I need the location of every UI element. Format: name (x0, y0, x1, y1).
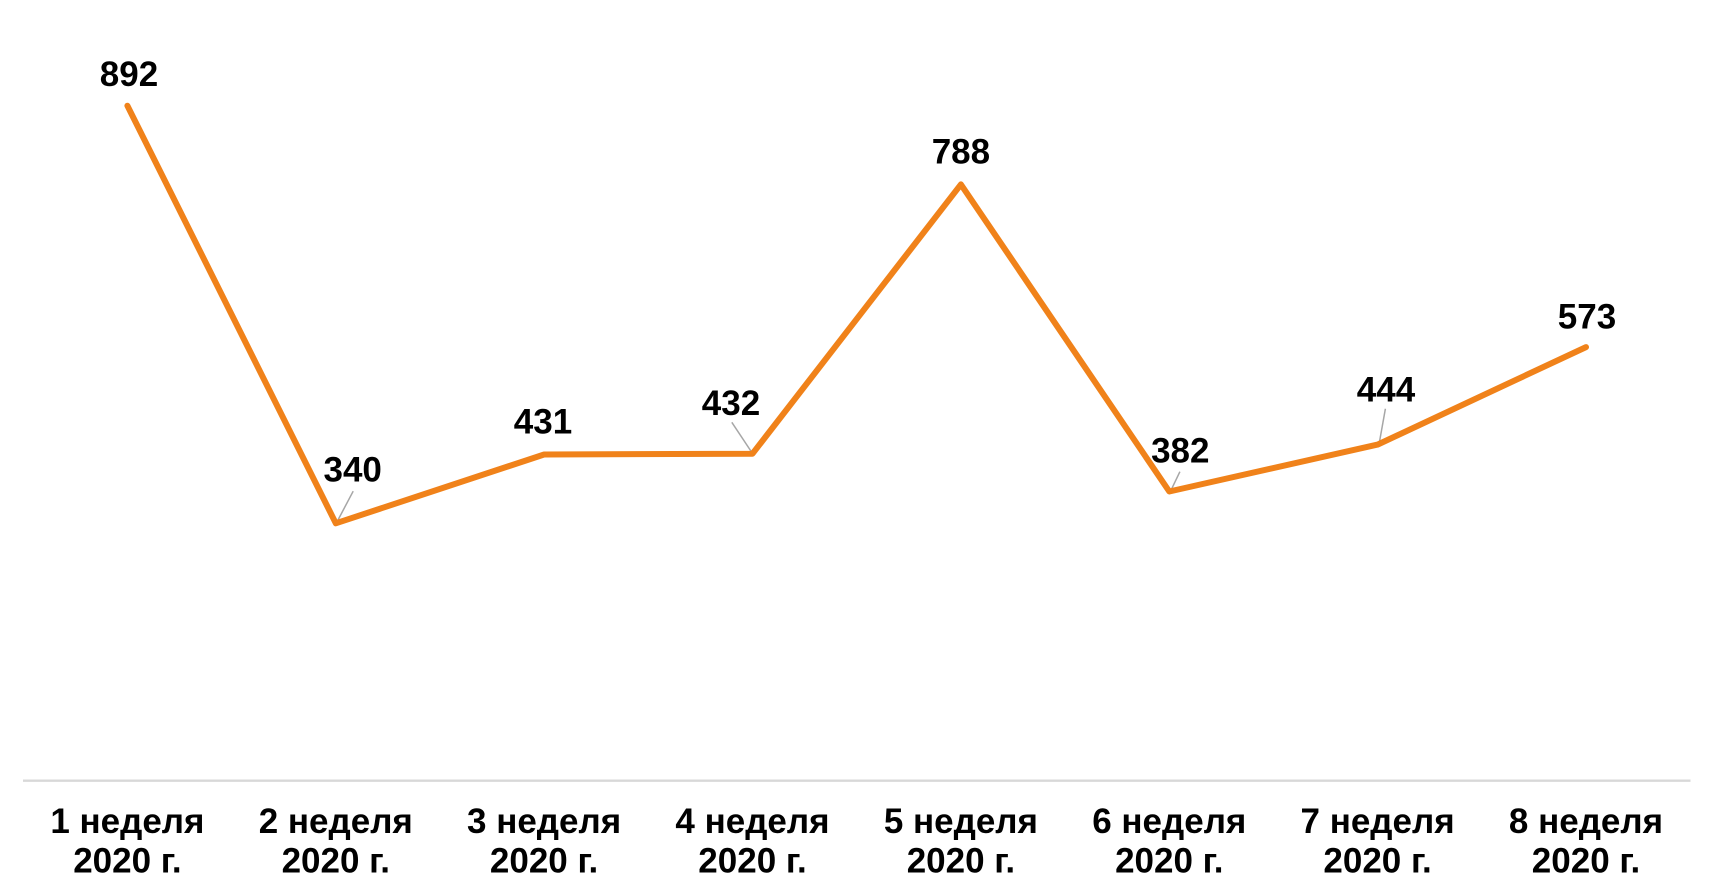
svg-text:788: 788 (932, 133, 990, 172)
svg-text:431: 431 (514, 403, 572, 442)
svg-text:573: 573 (1558, 297, 1616, 336)
svg-text:432: 432 (702, 384, 760, 423)
svg-text:892: 892 (100, 55, 158, 94)
svg-text:340: 340 (323, 451, 381, 490)
svg-text:444: 444 (1357, 370, 1416, 409)
svg-text:382: 382 (1151, 431, 1209, 470)
